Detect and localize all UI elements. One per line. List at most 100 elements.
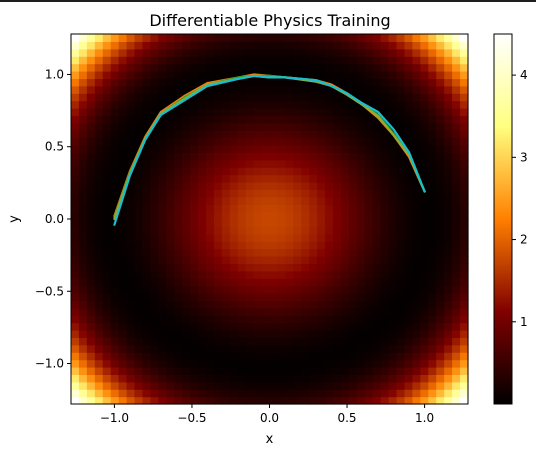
heatmap-cell xyxy=(71,41,80,50)
heatmap-cell xyxy=(253,182,263,190)
heatmap-cell xyxy=(190,256,199,264)
heatmap-cell xyxy=(205,344,215,353)
heatmap-cell xyxy=(277,359,286,368)
heatmap-cell xyxy=(198,344,207,353)
heatmap-cell xyxy=(436,248,445,257)
heatmap-cell xyxy=(301,270,310,279)
heatmap-cell xyxy=(229,34,239,42)
heatmap-cell xyxy=(86,293,96,301)
heatmap-cell xyxy=(261,130,271,139)
heatmap-cell xyxy=(460,344,469,353)
heatmap-cell xyxy=(293,167,302,176)
heatmap-cell xyxy=(205,182,215,190)
heatmap-cell xyxy=(205,130,215,139)
heatmap-cell xyxy=(166,115,175,124)
heatmap-cell xyxy=(372,137,382,146)
heatmap-cell xyxy=(245,389,255,398)
heatmap-cell xyxy=(142,337,151,346)
heatmap-cell xyxy=(86,41,96,50)
heatmap-cell xyxy=(166,374,175,383)
heatmap-cell xyxy=(348,374,358,383)
heatmap-cell xyxy=(71,330,80,338)
heatmap-cell xyxy=(78,189,88,198)
heatmap-cell xyxy=(245,78,255,87)
heatmap-cell xyxy=(221,256,231,264)
heatmap-cell xyxy=(126,152,136,161)
heatmap-cell xyxy=(126,359,136,368)
heatmap-cell xyxy=(309,34,318,42)
heatmap-cell xyxy=(71,159,80,168)
heatmap-cell xyxy=(404,211,414,220)
heatmap-cell xyxy=(78,145,88,153)
heatmap-cell xyxy=(198,145,207,153)
heatmap-cell xyxy=(348,293,358,301)
heatmap-cell xyxy=(126,233,136,242)
heatmap-cell xyxy=(420,182,429,190)
heatmap-cell xyxy=(452,367,461,375)
heatmap-cell xyxy=(436,219,445,227)
heatmap-cell xyxy=(404,204,414,213)
heatmap-cell xyxy=(460,300,469,309)
heatmap-cell xyxy=(460,278,469,287)
heatmap-cell xyxy=(460,285,469,294)
heatmap-cell xyxy=(380,204,390,213)
heatmap-cell xyxy=(150,100,159,109)
heatmap-cell xyxy=(213,41,223,50)
heatmap-cell xyxy=(102,359,112,368)
heatmap-cell xyxy=(198,152,207,161)
heatmap-cell xyxy=(190,115,199,124)
heatmap-cell xyxy=(269,352,279,361)
heatmap-cell xyxy=(221,130,231,139)
heatmap-cell xyxy=(317,115,326,124)
heatmap-cell xyxy=(293,374,302,383)
heatmap-cell xyxy=(444,344,453,353)
heatmap-cell xyxy=(142,374,151,383)
heatmap-cell xyxy=(237,63,247,72)
heatmap-cell xyxy=(404,248,414,257)
heatmap-cell xyxy=(404,115,414,124)
heatmap-cell xyxy=(94,337,104,346)
heatmap-cell xyxy=(460,152,469,161)
heatmap-cell xyxy=(452,189,461,198)
heatmap-cell xyxy=(293,159,302,168)
heatmap-cell xyxy=(348,322,358,331)
heatmap-cell xyxy=(380,159,390,168)
heatmap-cell xyxy=(190,78,199,87)
heatmap-cell xyxy=(110,174,120,183)
heatmap-cell xyxy=(380,293,390,301)
heatmap-cell xyxy=(269,85,279,94)
heatmap-cell xyxy=(182,396,191,405)
heatmap-cell xyxy=(213,285,223,294)
heatmap-cell xyxy=(245,174,255,183)
heatmap-cell xyxy=(229,396,239,405)
heatmap-cell xyxy=(309,241,318,250)
heatmap-cell xyxy=(71,367,80,375)
heatmap-cell xyxy=(364,256,374,264)
heatmap-cell xyxy=(317,233,326,242)
heatmap-cell xyxy=(412,204,421,213)
heatmap-cell xyxy=(333,48,342,57)
heatmap-cell xyxy=(444,367,453,375)
heatmap-cell xyxy=(277,34,286,42)
heatmap-cell xyxy=(364,381,374,390)
heatmap-cell xyxy=(245,278,255,287)
heatmap-cell xyxy=(190,211,199,220)
heatmap-cell xyxy=(261,293,271,301)
heatmap-cell xyxy=(436,115,445,124)
heatmap-cell xyxy=(452,211,461,220)
heatmap-cell xyxy=(333,174,342,183)
heatmap-cell xyxy=(237,359,247,368)
heatmap-cell xyxy=(118,145,128,153)
heatmap-cell xyxy=(364,182,374,190)
heatmap-cell xyxy=(221,137,231,146)
heatmap-cell xyxy=(205,100,215,109)
heatmap-cell xyxy=(134,352,144,361)
heatmap-cell xyxy=(134,307,144,316)
heatmap-cell xyxy=(436,315,445,324)
heatmap-cell xyxy=(380,241,390,250)
heatmap-cell xyxy=(364,307,374,316)
heatmap-cell xyxy=(269,374,279,383)
heatmap-cell xyxy=(166,219,175,227)
heatmap-cell xyxy=(277,233,286,242)
heatmap-cell xyxy=(134,233,144,242)
